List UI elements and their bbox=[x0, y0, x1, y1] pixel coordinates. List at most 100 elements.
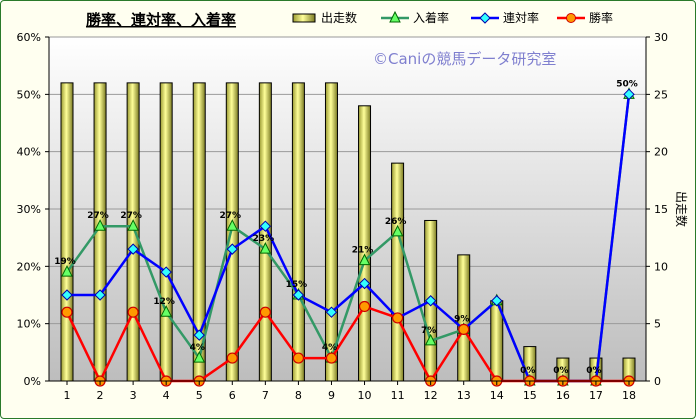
data-label: 4% bbox=[322, 343, 337, 353]
x-tick-label: 18 bbox=[622, 389, 636, 402]
data-label: 12% bbox=[153, 297, 175, 307]
point bbox=[325, 352, 338, 364]
point bbox=[94, 219, 106, 231]
data-label: 7% bbox=[421, 326, 436, 336]
data-label: 27% bbox=[220, 211, 242, 221]
point bbox=[424, 333, 437, 346]
data-label: 27% bbox=[120, 211, 142, 221]
bar bbox=[159, 82, 173, 382]
legend-label: 勝率 bbox=[589, 10, 613, 25]
x-tick-label: 2 bbox=[97, 389, 104, 402]
data-label: 19% bbox=[54, 257, 76, 267]
bar bbox=[126, 82, 140, 382]
legend-marker bbox=[389, 10, 401, 23]
right-tick-label: 15 bbox=[654, 203, 668, 216]
point bbox=[458, 323, 470, 335]
data-label: 0% bbox=[553, 366, 568, 376]
legend-swatch bbox=[292, 13, 316, 23]
point bbox=[61, 289, 73, 301]
legend-label: 出走数 bbox=[321, 10, 357, 25]
point bbox=[391, 312, 404, 324]
point bbox=[358, 253, 371, 266]
point bbox=[226, 352, 238, 364]
x-tick-label: 16 bbox=[556, 389, 570, 402]
point bbox=[127, 243, 139, 255]
left-tick-label: 10% bbox=[17, 318, 41, 331]
left-tick-label: 30% bbox=[17, 203, 41, 216]
point bbox=[259, 220, 272, 232]
bar bbox=[60, 82, 74, 382]
point bbox=[226, 243, 239, 255]
x-tick-label: 12 bbox=[424, 389, 438, 402]
left-tick-label: 40% bbox=[17, 146, 41, 159]
point bbox=[94, 289, 106, 301]
right-tick-label: 0 bbox=[654, 375, 661, 388]
point bbox=[424, 295, 437, 307]
legend-marker bbox=[566, 13, 576, 23]
x-tick-label: 5 bbox=[196, 389, 203, 402]
right-tick-label: 20 bbox=[654, 146, 668, 159]
data-label: 21% bbox=[352, 246, 374, 256]
bar bbox=[258, 82, 272, 382]
point bbox=[292, 352, 305, 364]
legend-marker bbox=[479, 12, 491, 24]
data-label: 4% bbox=[190, 343, 205, 353]
right-tick-label: 25 bbox=[654, 88, 668, 101]
left-tick-label: 0% bbox=[24, 375, 41, 388]
bar bbox=[358, 105, 372, 382]
x-tick-label: 3 bbox=[130, 389, 137, 402]
legend: 出走数 入着率 連対率 勝率 bbox=[292, 10, 613, 25]
data-label: 26% bbox=[385, 217, 407, 227]
x-tick-label: 8 bbox=[295, 389, 302, 402]
data-label: 9% bbox=[454, 314, 469, 324]
point bbox=[358, 300, 371, 313]
right-axis-label: 出走数 bbox=[674, 191, 689, 227]
point bbox=[61, 306, 73, 318]
x-tick-label: 6 bbox=[229, 389, 236, 402]
x-tick-label: 15 bbox=[523, 389, 537, 402]
x-tick-label: 4 bbox=[163, 389, 170, 402]
x-tick-label: 17 bbox=[589, 389, 603, 402]
point bbox=[259, 306, 271, 318]
point bbox=[259, 242, 272, 254]
data-label: 27% bbox=[87, 211, 109, 221]
watermark: ©Caniの競馬データ研究室 bbox=[373, 50, 556, 68]
point bbox=[623, 88, 635, 101]
x-tick-label: 14 bbox=[490, 389, 504, 402]
x-tick-label: 11 bbox=[391, 389, 405, 402]
data-label: 0% bbox=[520, 366, 535, 376]
point bbox=[61, 264, 73, 277]
right-tick-label: 5 bbox=[654, 318, 661, 331]
left-tick-label: 20% bbox=[17, 260, 41, 273]
point bbox=[193, 329, 205, 341]
point bbox=[193, 350, 206, 363]
legend-label: 入着率 bbox=[413, 10, 449, 25]
point bbox=[391, 224, 404, 237]
x-tick-label: 10 bbox=[358, 389, 372, 402]
chart-title: 勝率、連対率、入着率 bbox=[86, 11, 236, 29]
point bbox=[358, 277, 371, 290]
right-tick-label: 30 bbox=[654, 31, 668, 44]
x-tick-label: 13 bbox=[457, 389, 471, 402]
point bbox=[160, 305, 172, 317]
x-tick-label: 9 bbox=[328, 389, 335, 402]
point bbox=[292, 289, 305, 301]
legend-label: 連対率 bbox=[503, 10, 539, 25]
left-tick-label: 60% bbox=[17, 31, 41, 44]
point bbox=[127, 306, 139, 318]
data-label: 15% bbox=[286, 280, 308, 290]
x-tick-label: 1 bbox=[64, 389, 71, 402]
bar bbox=[391, 162, 405, 382]
bar bbox=[324, 82, 338, 382]
right-tick-label: 10 bbox=[654, 260, 668, 273]
data-label: 23% bbox=[253, 234, 275, 244]
point bbox=[226, 219, 239, 231]
data-label: 50% bbox=[616, 79, 638, 89]
point bbox=[325, 306, 338, 318]
point bbox=[491, 295, 503, 307]
bar bbox=[225, 82, 239, 382]
point bbox=[127, 219, 139, 231]
x-tick-label: 7 bbox=[262, 389, 269, 402]
